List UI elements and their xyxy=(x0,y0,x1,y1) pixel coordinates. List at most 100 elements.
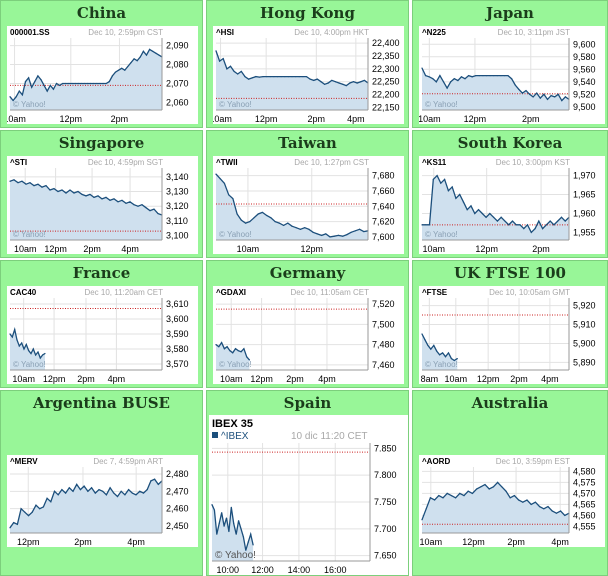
data-point xyxy=(153,208,155,210)
data-point xyxy=(309,78,311,80)
data-point xyxy=(65,192,67,194)
x-tick-label: 2pm xyxy=(74,537,92,547)
data-point xyxy=(50,501,52,503)
data-point xyxy=(246,356,248,358)
chart-spain[interactable]: IBEX 35^IBEX 10 dic 11:20 CET 7.650 7.700 7.… xyxy=(209,415,408,575)
y-tick-label: 7.750 xyxy=(374,497,397,507)
y-tick-label: 7,520 xyxy=(372,299,395,309)
y-tick-label: 2,450 xyxy=(166,521,189,531)
series-area xyxy=(422,68,569,110)
data-point xyxy=(87,490,89,492)
data-point xyxy=(157,483,159,485)
y-tick-label: 4,580 xyxy=(573,466,596,476)
data-point xyxy=(101,198,103,200)
data-point xyxy=(363,79,365,82)
data-point xyxy=(13,179,15,181)
panel-taiwan: Taiwan ^TWII Dec 10, 1:27pm CST 7,600 7,620… xyxy=(206,130,409,258)
data-point xyxy=(528,93,531,95)
data-point xyxy=(225,517,228,519)
data-point xyxy=(109,487,111,489)
data-point xyxy=(304,227,306,229)
chart-singapore[interactable]: ^STI Dec 10, 4:59pm SGT 3,100 3,110 3,120 3,1… xyxy=(7,156,198,254)
data-point xyxy=(270,217,272,219)
data-point xyxy=(539,506,541,508)
series-area xyxy=(10,329,45,370)
data-point xyxy=(421,333,423,335)
data-point xyxy=(237,73,239,75)
data-point xyxy=(17,182,19,184)
chart-japan[interactable]: ^N225 Dec 10, 3:11pm JST 9,500 9,520 9,540 9,… xyxy=(419,26,605,124)
chart-argentina-buse[interactable]: ^MERV Dec 7, 4:59pm ART 2,450 2,460 2,470 2,4… xyxy=(7,455,198,547)
data-point xyxy=(37,183,39,185)
data-point xyxy=(49,84,51,86)
y-tick-label: 2,460 xyxy=(166,504,189,514)
watermark: © Yahoo! xyxy=(219,360,252,369)
data-point xyxy=(120,490,122,492)
data-point xyxy=(226,346,228,348)
chart-meta: 10 dic 11:20 CET xyxy=(291,431,368,442)
data-point xyxy=(482,74,484,77)
chart-france[interactable]: CAC40 Dec 10, 11:20am CET 3,570 3,580 3,590 3… xyxy=(7,286,198,384)
data-point xyxy=(564,220,566,222)
chart-meta: Dec 10, 4:59pm SGT xyxy=(88,158,163,167)
data-point xyxy=(500,74,502,77)
data-point xyxy=(280,75,282,78)
data-point xyxy=(466,209,468,211)
chart-meta: Dec 10, 4:00pm HKT xyxy=(294,28,369,37)
y-tick-label: 2,480 xyxy=(166,469,189,479)
chart-taiwan[interactable]: ^TWII Dec 10, 1:27pm CST 7,600 7,620 7,640 7,… xyxy=(213,156,404,254)
y-tick-label: 9,540 xyxy=(573,77,596,87)
data-point xyxy=(342,83,344,85)
y-tick-label: 5,910 xyxy=(573,320,596,330)
panel-title: South Korea xyxy=(457,134,563,152)
data-point xyxy=(77,82,79,85)
data-point xyxy=(114,71,117,73)
data-point xyxy=(515,224,517,226)
chart-hong-kong[interactable]: ^HSI Dec 10, 4:00pm HKT 22,150 22,200 22,250… xyxy=(213,26,404,124)
chart-uk-ftse-100[interactable]: ^FTSE Dec 10, 10:05am GMT 5,890 5,900 5,910 5… xyxy=(419,286,605,384)
data-point xyxy=(525,89,527,92)
data-point xyxy=(23,348,25,350)
data-point xyxy=(11,336,13,338)
data-point xyxy=(136,60,138,62)
chart-meta: Dec 10, 3:00pm KST xyxy=(496,158,570,167)
chart-australia[interactable]: ^AORD Dec 10, 3:59pm EST4,5554,5604,5654,… xyxy=(419,455,605,547)
data-point xyxy=(441,352,444,354)
data-point xyxy=(526,499,528,501)
series-line xyxy=(421,481,570,521)
data-point xyxy=(308,228,310,230)
data-point xyxy=(312,231,314,233)
data-point xyxy=(262,75,264,78)
chart-china[interactable]: 000001.SS Dec 10, 2:59pm CST 2,060 2,070 2,0… xyxy=(7,26,198,124)
x-tick-label: 12pm xyxy=(250,374,273,384)
data-point xyxy=(560,216,563,218)
chart-symbol: ^AORD xyxy=(422,457,450,466)
data-point xyxy=(24,80,27,83)
data-point xyxy=(507,74,509,77)
data-point xyxy=(282,224,285,227)
data-point xyxy=(471,492,473,494)
x-tick-label: 12pm xyxy=(60,114,83,124)
data-point xyxy=(545,224,547,226)
data-point xyxy=(442,497,444,499)
panel-south-korea: South Korea ^KS11 Dec 10, 3:00pm KST 1,955… xyxy=(412,130,608,258)
y-tick-label: 3,580 xyxy=(166,344,189,354)
y-tick-label: 5,920 xyxy=(573,301,596,311)
x-tick-label: 10am xyxy=(237,244,260,254)
data-point xyxy=(228,530,230,533)
x-tick-label: 12pm xyxy=(17,537,40,547)
y-tick-label: 7,640 xyxy=(372,201,395,211)
data-point xyxy=(125,202,127,204)
data-point xyxy=(25,183,27,185)
data-point xyxy=(424,339,426,341)
data-point xyxy=(287,75,289,78)
data-point xyxy=(518,499,520,501)
data-point xyxy=(298,75,300,78)
chart-germany[interactable]: ^GDAXI Dec 10, 11:05am CET 7,460 7,480 7,500… xyxy=(213,286,404,384)
data-point xyxy=(534,501,536,503)
data-point xyxy=(305,75,308,78)
chart-south-korea[interactable]: ^KS11 Dec 10, 3:00pm KST 1,955 1,960 1,965 1,… xyxy=(419,156,605,254)
x-tick-label: 12pm xyxy=(44,244,67,254)
data-point xyxy=(258,76,261,78)
data-point xyxy=(80,82,82,85)
